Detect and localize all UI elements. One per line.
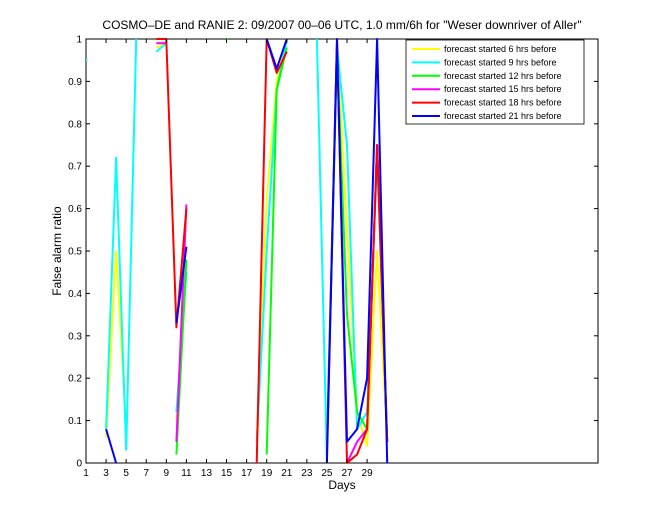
x-tick-label: 15 <box>221 468 233 479</box>
legend-label-3: forecast started 12 hrs before <box>444 71 562 81</box>
x-tick-label: 11 <box>181 468 192 479</box>
series-line-6 <box>265 38 288 70</box>
y-tick-labels: 0 0.1 0.2 0.3 0.4 0.5 0.6 0.7 0.8 0.9 1 <box>68 35 82 470</box>
series-line-5 <box>156 38 188 329</box>
series-line-6 <box>105 428 118 464</box>
x-tick-label: 17 <box>241 468 253 479</box>
y-tick-label: 0 <box>76 459 82 470</box>
x-tick-label: 13 <box>201 468 213 479</box>
y-axis-label: False alarm ratio <box>50 206 64 296</box>
x-tick-label: 29 <box>362 468 374 479</box>
x-tick-label: 27 <box>341 468 353 479</box>
axis-ticks <box>85 38 598 464</box>
legend-label-1: forecast started 6 hrs before <box>444 44 557 54</box>
legend-label-6: forecast started 21 hrs before <box>444 111 562 121</box>
chart-title: COSMO–DE and RANIE 2: 09/2007 00–06 UTC,… <box>102 18 581 32</box>
y-tick-label: 0.9 <box>68 77 82 88</box>
series-line-2 <box>125 38 138 451</box>
y-tick-label: 0.6 <box>68 204 82 215</box>
series-line-2 <box>155 42 167 53</box>
x-tick-label: 5 <box>123 468 129 479</box>
x-tick-label: 9 <box>164 468 170 479</box>
series-line-6 <box>325 38 389 464</box>
y-tick-label: 1 <box>76 35 82 46</box>
series-line-4 <box>175 204 188 442</box>
y-tick-label: 0.5 <box>68 247 82 258</box>
x-tick-label: 19 <box>261 468 273 479</box>
series-line-2 <box>105 156 128 451</box>
y-tick-label: 0.3 <box>68 331 82 342</box>
y-tick-label: 0.8 <box>68 119 82 130</box>
series-line-6 <box>175 246 188 324</box>
x-tick-label: 1 <box>83 468 89 479</box>
series-line-2 <box>315 38 328 464</box>
x-tick-label: 7 <box>143 468 149 479</box>
x-tick-label: 23 <box>301 468 313 479</box>
x-axis-label: Days <box>328 478 355 492</box>
y-tick-label: 0.1 <box>68 416 82 427</box>
legend-box <box>405 39 585 125</box>
y-tick-label: 0.2 <box>68 374 82 385</box>
series-line-3 <box>265 47 288 455</box>
legend-label-5: forecast started 18 hrs before <box>444 98 562 108</box>
y-tick-label: 0.4 <box>68 289 82 300</box>
x-tick-label: 25 <box>321 468 333 479</box>
plot-lines <box>86 38 389 464</box>
legend: forecast started 6 hrs before forecast st… <box>405 39 585 125</box>
x-tick-labels: 1 3 5 7 9 11 13 15 17 19 21 23 25 27 29 <box>83 468 373 479</box>
y-tick-label: 0.7 <box>68 162 82 173</box>
x-tick-label: 21 <box>281 468 293 479</box>
x-tick-label: 3 <box>103 468 109 479</box>
legend-label-4: forecast started 15 hrs before <box>444 84 562 94</box>
legend-label-2: forecast started 9 hrs before <box>444 57 557 67</box>
